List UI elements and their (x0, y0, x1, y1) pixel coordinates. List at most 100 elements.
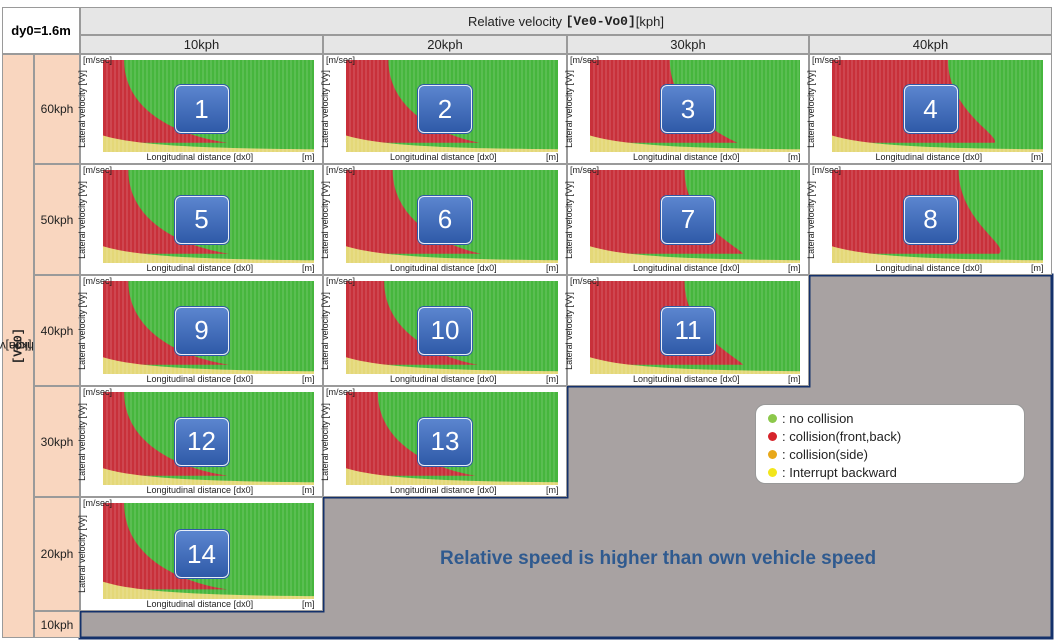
y-axis-unit: [m/sec] (326, 276, 356, 286)
y-axis-label: Lateral velocity [Vy] (319, 180, 330, 259)
row-header: 20kph (34, 497, 80, 611)
x-axis-unit: [m] (302, 485, 315, 495)
legend-item-interrupt-backward: : Interrupt backward (768, 463, 1012, 481)
y-axis-unit: [m/sec] (570, 55, 600, 65)
y-axis-label: Lateral velocity [Vy] (319, 291, 330, 370)
plot-number-badge: 6 (418, 195, 472, 244)
collision-side-region (346, 246, 558, 263)
collision-side-region (590, 357, 800, 374)
plot-cell-9: [m/sec] Lateral velocity [Vy] Longitudinal… (76, 275, 323, 386)
column-header: 10kph (80, 35, 323, 54)
x-axis-unit: [m] (302, 374, 315, 384)
collision-side-region (590, 135, 800, 152)
plot-cell-13: [m/sec] Lateral velocity [Vy] Longitudinal… (319, 386, 567, 497)
relative-velocity-header: Relative velocity [Ve0-Vo0] [kph] (80, 7, 1052, 35)
x-axis-unit: [m] (546, 152, 559, 162)
y-axis-label: Lateral velocity [Vy] (319, 402, 330, 481)
x-axis-label: Longitudinal distance [dx0] (390, 485, 497, 495)
plot-number-badge: 10 (418, 306, 472, 355)
x-axis-label: Longitudinal distance [dx0] (146, 599, 254, 609)
y-axis-unit: [m/sec] (83, 165, 113, 175)
x-axis-label: Longitudinal distance [dx0] (875, 263, 983, 273)
collision-front-back-region (103, 60, 228, 143)
y-axis-unit: [m/sec] (812, 55, 842, 65)
legend-dot-icon (768, 449, 777, 459)
y-axis-label: Lateral velocity [Vy] (563, 70, 574, 148)
x-axis-label: Longitudinal distance [dx0] (633, 374, 740, 384)
plot-number-badge: 14 (174, 530, 229, 578)
legend-item-no-collision: : no collision (768, 409, 1012, 427)
legend-dot-icon (768, 431, 777, 441)
y-axis-unit: [m/sec] (83, 498, 113, 508)
corner-label: dy0=1.6m (2, 7, 80, 54)
legend-item-collision-front-back: : collision(front,back) (768, 427, 1012, 445)
legend-label: : collision(side) (782, 446, 868, 462)
collision-front-back-region (103, 281, 230, 365)
x-axis-unit: [m] (1031, 263, 1044, 273)
y-axis-label: Lateral velocity [Vy] (563, 180, 574, 259)
y-axis-label: Lateral velocity [Vy] (319, 70, 330, 148)
y-axis-unit: [m/sec] (326, 55, 356, 65)
plot-number-badge: 3 (661, 85, 715, 133)
plot-cell-10: [m/sec] Lateral velocity [Vy] Longitudinal… (319, 275, 567, 386)
collision-front-back-region (346, 281, 478, 365)
y-axis-label: Lateral velocity [Vy] (805, 180, 816, 259)
plot-cell-2: [m/sec] Lateral velocity [Vy] Longitudinal… (319, 54, 567, 164)
plot-number-badge: 7 (661, 195, 715, 244)
collision-side-region (346, 135, 558, 152)
y-axis-unit: [m/sec] (83, 55, 113, 65)
column-header: 40kph (809, 35, 1052, 54)
collision-side-region (590, 246, 800, 263)
plot-number-badge: 11 (661, 306, 715, 355)
y-axis-unit: [m/sec] (570, 165, 600, 175)
plot-number-badge: 2 (418, 85, 472, 133)
legend: : no collision : collision(front,back) :… (755, 404, 1025, 484)
x-axis-unit: [m] (302, 599, 315, 609)
collision-side-region (346, 468, 558, 485)
collision-side-region (832, 246, 1043, 263)
x-axis-label: Longitudinal distance [dx0] (875, 152, 983, 162)
plot-area (103, 60, 314, 152)
plot-number-badge: 13 (418, 417, 472, 466)
y-axis-label: Lateral velocity [Vy] (805, 70, 816, 148)
x-axis-unit: [m] (788, 152, 801, 162)
plot-number-badge: 5 (174, 195, 229, 244)
row-header: 60kph (34, 54, 80, 164)
collision-side-region (103, 246, 314, 263)
collision-front-back-region (103, 392, 228, 476)
x-axis-unit: [m] (302, 152, 315, 162)
ego-velocity-axis: Ego vehicle velocity [Ve0][kph] (0, 54, 71, 638)
plot-cell-7: [m/sec] Lateral velocity [Vy] Longitudinal… (563, 164, 809, 275)
collision-front-back-region (103, 503, 228, 590)
collision-side-region (832, 135, 1043, 152)
x-axis-unit: [m] (546, 374, 559, 384)
collision-side-region (103, 581, 314, 599)
x-axis-unit: [m] (1031, 152, 1044, 162)
y-axis-label: Lateral velocity [Vy] (563, 291, 574, 370)
not-applicable-area (78, 273, 1054, 640)
x-axis-label: Longitudinal distance [dx0] (146, 152, 254, 162)
plot-cell-8: [m/sec] Lateral velocity [Vy] Longitudinal… (805, 164, 1052, 275)
x-axis-label: Longitudinal distance [dx0] (390, 374, 497, 384)
legend-dot-icon (768, 467, 777, 477)
y-axis-unit: [m/sec] (83, 387, 113, 397)
plot-number-badge: 1 (174, 85, 229, 133)
x-axis-label: Longitudinal distance [dx0] (390, 152, 497, 162)
y-axis-label: Lateral velocity [Vy] (76, 70, 87, 148)
collision-front-back-region (346, 392, 476, 476)
plot-cell-4: [m/sec] Lateral velocity [Vy] Longitudinal… (805, 54, 1052, 164)
y-axis-label: Lateral velocity [Vy] (76, 291, 87, 370)
plot-area (346, 170, 558, 263)
x-axis-label: Longitudinal distance [dx0] (633, 263, 740, 273)
legend-item-collision-side: : collision(side) (768, 445, 1012, 463)
plot-cell-6: [m/sec] Lateral velocity [Vy] Longitudinal… (319, 164, 567, 275)
collision-side-region (103, 468, 314, 485)
row-header: 40kph (34, 275, 80, 386)
y-axis-label: Lateral velocity [Vy] (76, 402, 87, 481)
row-header: 10kph (34, 611, 80, 638)
x-axis-label: Longitudinal distance [dx0] (146, 374, 254, 384)
y-axis-unit: [m/sec] (326, 165, 356, 175)
collision-side-region (103, 135, 314, 152)
collision-front-back-region (346, 60, 480, 143)
collision-front-back-region (346, 170, 482, 254)
